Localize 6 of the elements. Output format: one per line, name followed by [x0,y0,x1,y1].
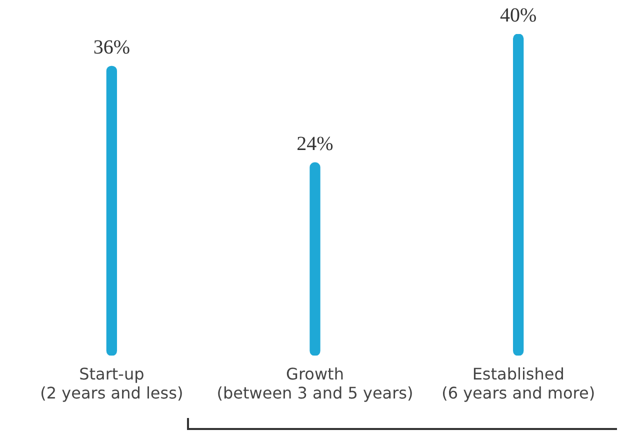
data-label: 36% [93,36,130,58]
x-tick-label: Start-up (2 years and less) [40,364,184,403]
x-tick-label: Growth (between 3 and 5 years) [216,364,414,403]
data-label: 24% [296,132,334,155]
x-tick-label: Established (6 years and more) [442,364,596,403]
data-label: 40% [500,4,537,26]
